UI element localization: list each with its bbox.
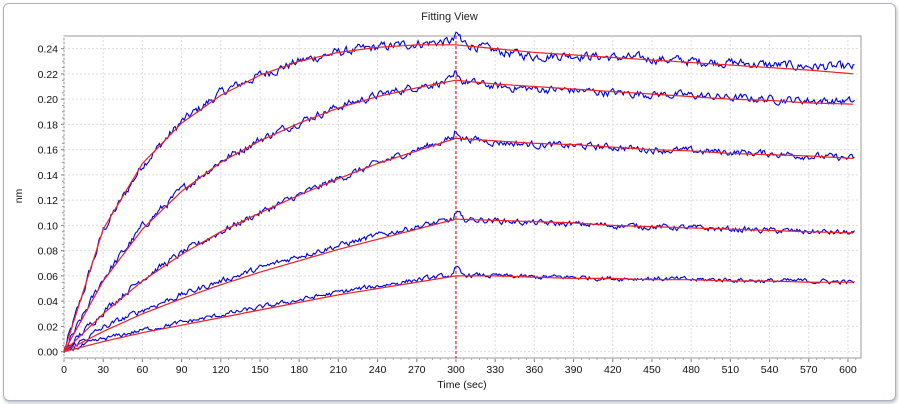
series-group <box>63 31 855 353</box>
x-tick-label: 360 <box>526 364 544 376</box>
y-tick-label: 0.18 <box>38 119 59 131</box>
fit-curve <box>63 275 854 353</box>
y-axis-ticks: 0.00 0.02 0.04 0.06 0.08 0.10 0.12 0.14 0.16 0.18… <box>38 44 64 359</box>
x-tick-label: 30 <box>97 364 109 376</box>
x-tick-label: 240 <box>369 364 387 376</box>
x-tick-label: 330 <box>486 364 504 376</box>
x-tick-label: 300 <box>447 364 465 376</box>
data-curve <box>63 31 855 351</box>
x-axis-ticks: 0 30 60 90 120 150 180 210 240 270 300 330 360 390 420… <box>61 358 857 376</box>
y-tick-label: 0.24 <box>38 44 59 56</box>
x-tick-label: 120 <box>212 364 230 376</box>
x-tick-label: 270 <box>408 364 426 376</box>
data-curve <box>63 265 855 352</box>
y-tick-label: 0.22 <box>38 69 59 81</box>
x-tick-label: 90 <box>176 364 188 376</box>
x-tick-label: 420 <box>604 364 622 376</box>
y-tick-label: 0.16 <box>38 145 59 157</box>
x-tick-label: 570 <box>800 364 818 376</box>
y-tick-label: 0.06 <box>38 271 59 283</box>
x-tick-label: 150 <box>251 364 269 376</box>
y-tick-label: 0.20 <box>38 94 59 106</box>
y-tick-label: 0.00 <box>38 347 59 359</box>
x-tick-label: 600 <box>839 364 857 376</box>
x-tick-label: 480 <box>682 364 700 376</box>
y-tick-label: 0.04 <box>38 296 59 308</box>
x-tick-label: 180 <box>290 364 308 376</box>
y-tick-label: 0.08 <box>38 246 59 258</box>
fit-curve <box>63 79 854 352</box>
x-tick-label: 60 <box>137 364 149 376</box>
fit-curve <box>63 137 854 353</box>
y-tick-label: 0.10 <box>38 220 59 232</box>
data-curve <box>63 130 855 353</box>
x-tick-label: 510 <box>722 364 740 376</box>
x-tick-label: 210 <box>330 364 348 376</box>
x-tick-label: 0 <box>61 364 67 376</box>
y-tick-label: 0.14 <box>38 170 59 182</box>
y-axis-label: nm <box>13 188 25 203</box>
data-curve <box>63 210 855 352</box>
x-tick-label: 450 <box>643 364 661 376</box>
x-tick-label: 390 <box>565 364 583 376</box>
panel-title: Fitting View <box>421 11 478 23</box>
y-tick-label: 0.02 <box>38 321 59 333</box>
y-tick-label: 0.12 <box>38 195 59 207</box>
x-tick-label: 540 <box>761 364 779 376</box>
x-axis-label: Time (sec) <box>437 379 486 391</box>
plot-area <box>63 35 862 359</box>
fit-curve <box>63 44 854 352</box>
fit-curve <box>63 218 854 353</box>
